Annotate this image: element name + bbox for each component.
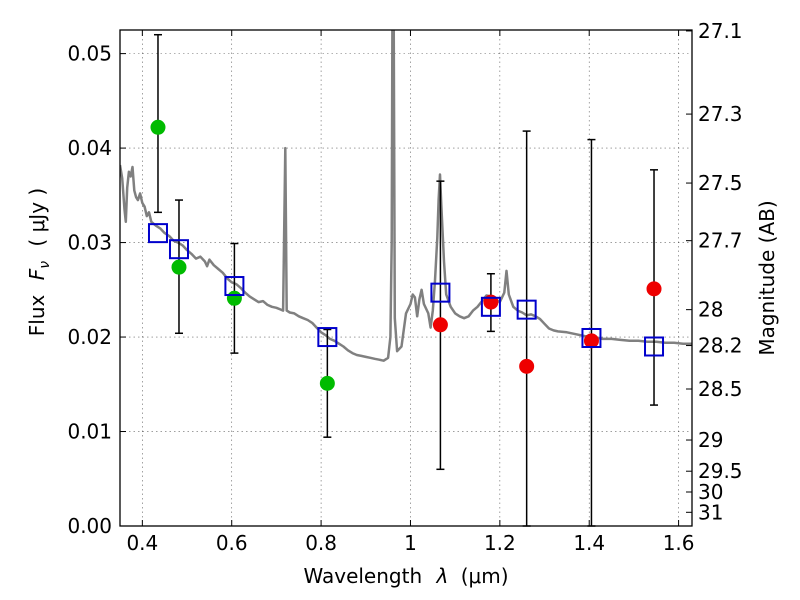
- model-photometry-square: [430, 282, 451, 303]
- magnitude-tick-label: 28.5: [698, 377, 743, 401]
- y-axis-ticks: 0.00 0.01 0.02 0.03 0.04 0.05: [67, 42, 126, 538]
- model-photometry-square: [317, 327, 338, 348]
- y-tick-label: 0.01: [67, 420, 112, 444]
- optical-data-point: [150, 119, 166, 135]
- nir-data-point: [583, 333, 599, 349]
- magnitude-tick-label: 27.3: [698, 102, 743, 126]
- model-photometry-square: [644, 336, 665, 357]
- data-points-layer: [150, 119, 662, 391]
- x-axis-label: Wavelength λ (μm): [303, 564, 508, 588]
- model-spectrum-line: [120, 30, 692, 362]
- magnitude-tick-label: 27.7: [698, 229, 743, 253]
- nir-data-point: [646, 281, 662, 297]
- magnitude-tick-label: 27.5: [698, 171, 743, 195]
- magnitude-tick-label: 29.5: [698, 459, 743, 483]
- grid-lines: [120, 30, 692, 526]
- model-photometry-square: [224, 276, 245, 297]
- optical-data-point: [319, 375, 335, 391]
- model-photometry-square: [516, 299, 537, 320]
- magnitude-axis-label: Magnitude (AB): [755, 200, 779, 355]
- magnitude-tick-label: 30: [698, 480, 723, 504]
- nir-data-point: [432, 317, 448, 333]
- magnitude-tick-label: 28: [698, 298, 723, 322]
- x-tick-label: 0.4: [126, 531, 158, 555]
- x-tick-label: 0.6: [216, 531, 248, 555]
- model-photometry-layer: [147, 223, 665, 357]
- optical-data-point: [171, 259, 187, 275]
- model-spectrum-layer: [120, 30, 692, 362]
- x-tick-label: 1.6: [663, 531, 695, 555]
- magnitude-tick-label: 27.1: [698, 19, 743, 43]
- model-photometry-square: [480, 296, 501, 317]
- model-photometry-square: [581, 327, 602, 348]
- nir-data-point: [519, 358, 535, 374]
- magnitude-tick-label: 31: [698, 500, 723, 524]
- y-tick-label: 0.03: [67, 231, 112, 255]
- magnitude-tick-label: 29: [698, 428, 723, 452]
- y-tick-label: 0.00: [67, 514, 112, 538]
- x-tick-label: 1: [404, 531, 417, 555]
- x-axis-ticks: 0.4 0.6 0.8 1 1.2 1.4 1.6: [126, 30, 695, 555]
- model-photometry-square: [147, 223, 168, 244]
- magnitude-tick-label: 28.2: [698, 334, 743, 358]
- x-tick-label: 0.8: [305, 531, 337, 555]
- y-axis-label: Flux Fν ( μJy ): [25, 188, 54, 336]
- y-tick-label: 0.04: [67, 136, 112, 160]
- optical-data-point: [226, 290, 242, 306]
- model-photometry-square: [168, 239, 189, 260]
- x-tick-label: 1.2: [484, 531, 516, 555]
- x-tick-label: 1.4: [573, 531, 605, 555]
- plot-frame: [119, 29, 693, 527]
- y-tick-label: 0.05: [67, 42, 112, 66]
- y-tick-label: 0.02: [67, 325, 112, 349]
